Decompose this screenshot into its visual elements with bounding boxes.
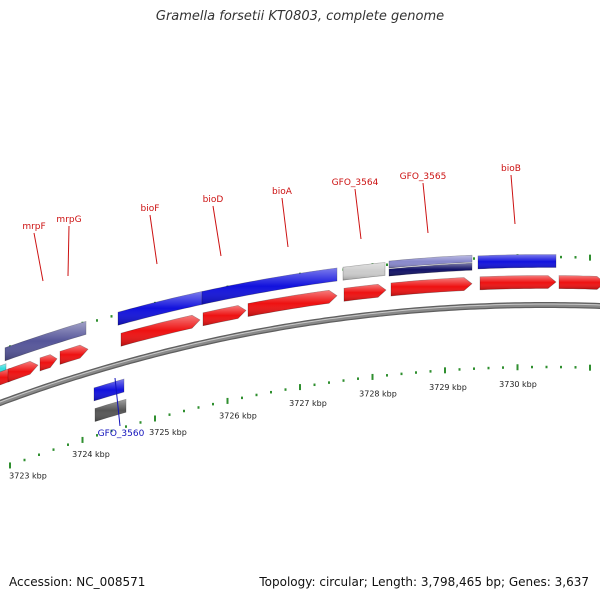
accession-text: Accession: NC_008571 (9, 575, 146, 589)
gene-leader-line (33, 232, 44, 282)
scale-label: 3728 kbp (359, 389, 397, 398)
map-title: Gramella forsetii KT0803, complete genom… (155, 9, 445, 24)
gene-label: mrpG (56, 215, 81, 225)
gene-label: GFO_3560 (98, 429, 145, 439)
gene-leader-line (510, 174, 516, 225)
scale-label: 3725 kbp (149, 428, 187, 437)
scale-label: 3730 kbp (499, 380, 537, 389)
genome-summary-text: Topology: circular; Length: 3,798,465 bp… (259, 575, 589, 589)
gene-label: GFO_3564 (332, 178, 379, 188)
scale-label: 3724 kbp (72, 450, 110, 459)
scale-label: 3723 kbp (9, 472, 47, 481)
gene-label: GFO_3565 (400, 172, 447, 182)
gene-label: bioB (501, 164, 521, 174)
gene-leader-line (114, 377, 121, 427)
gene-leader-line (354, 188, 362, 240)
scale-label: 3729 kbp (429, 383, 467, 392)
scale-label: 3727 kbp (289, 399, 327, 408)
gene-leader-line (281, 197, 289, 248)
gene-label: mrpF (22, 222, 45, 232)
gene-leader-line (422, 182, 429, 234)
scale-label: 3726 kbp (219, 412, 257, 421)
gene-leader-line (67, 225, 70, 277)
gene-label: bioF (141, 204, 160, 214)
genome-backbone (0, 303, 600, 405)
gene-leader-line (212, 205, 222, 257)
gene-leader-line (149, 214, 158, 265)
gene-label: bioD (203, 195, 224, 205)
gene-label: bioA (272, 187, 293, 197)
